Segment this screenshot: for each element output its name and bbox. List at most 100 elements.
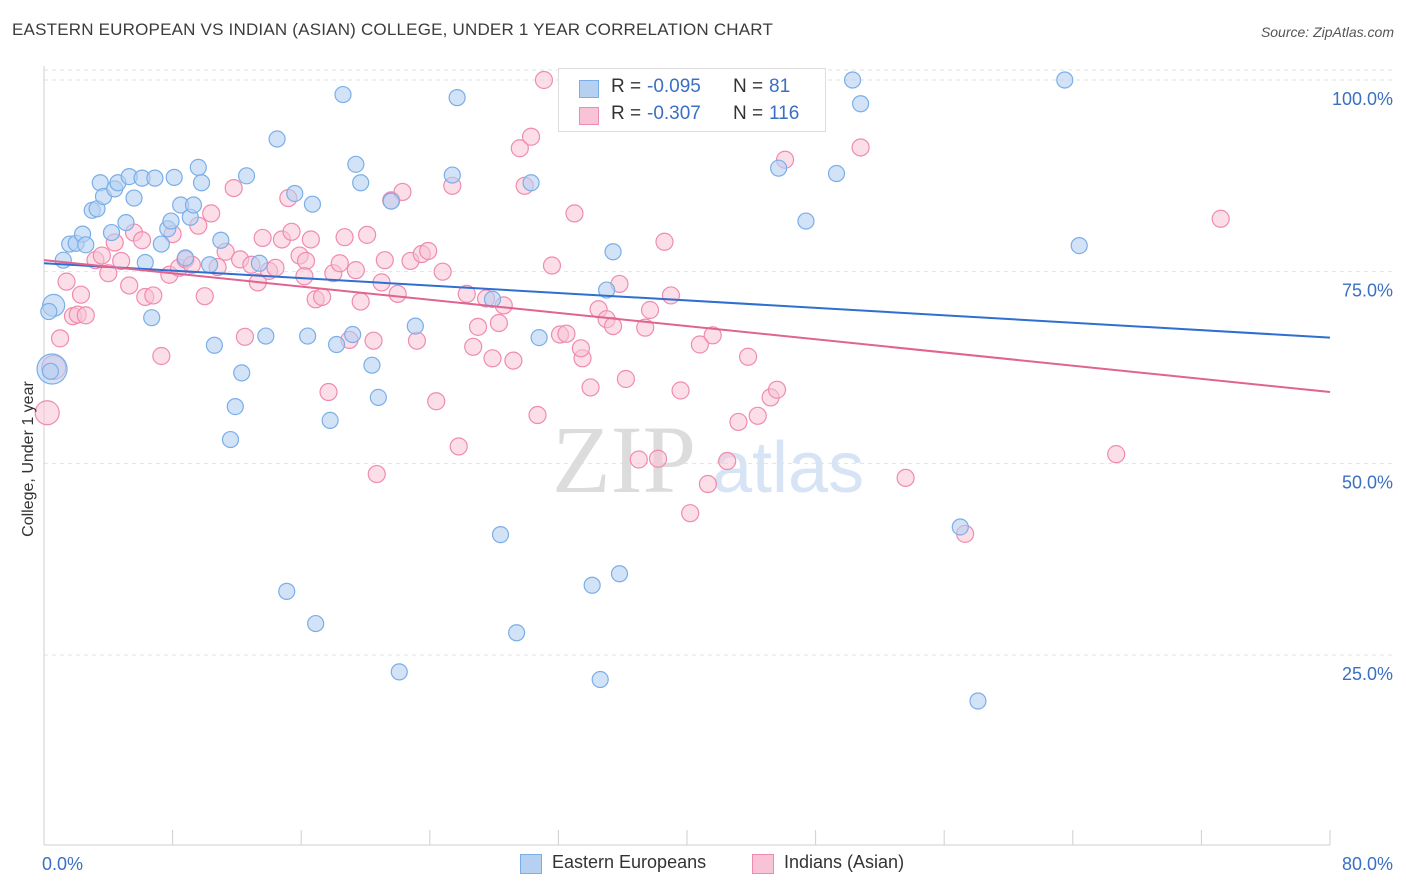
bottom-legend-label-indian: Indians (Asian)	[784, 852, 905, 872]
y-tick-label: 100.0%	[1332, 89, 1393, 109]
eastern-point	[969, 692, 987, 710]
indian-point	[489, 313, 509, 333]
watermark-zip: ZIP	[552, 406, 696, 513]
eastern-point	[852, 95, 870, 113]
eastern-point	[176, 249, 195, 267]
x-tick-label: 80.0%	[1342, 854, 1393, 874]
indian-point	[330, 254, 349, 273]
indian-point	[542, 256, 562, 275]
eastern-point	[508, 624, 526, 642]
bottom-legend-swatch-indian	[752, 854, 774, 874]
indian-point	[301, 230, 320, 249]
eastern-point	[233, 364, 251, 382]
indian-point	[112, 251, 131, 271]
indian-point	[581, 378, 600, 397]
watermark: ZIP atlas	[552, 406, 864, 513]
indian-point	[571, 339, 591, 358]
eastern-point	[483, 290, 502, 308]
indian-point	[464, 337, 483, 356]
bottom-legend-swatch-eastern	[520, 854, 542, 874]
indian-point	[748, 406, 767, 425]
eastern-point	[347, 155, 365, 173]
indian-point	[266, 258, 285, 277]
eastern-point	[152, 235, 170, 253]
indian-point	[295, 267, 314, 286]
indian-point	[703, 326, 722, 345]
indian-point	[351, 292, 370, 311]
eastern-point	[146, 169, 164, 187]
eastern-point	[250, 254, 269, 272]
eastern-point	[200, 256, 219, 274]
eastern-point	[390, 663, 408, 681]
eastern-point	[352, 174, 370, 192]
eastern-point	[530, 329, 548, 347]
x-tick-label: 0.0%	[42, 854, 83, 874]
indian-point	[510, 139, 529, 158]
indian-point	[346, 261, 365, 280]
indian-point	[367, 464, 386, 484]
eastern-point	[205, 336, 223, 354]
indian-point	[34, 400, 60, 426]
indian-point	[557, 324, 576, 343]
eastern-point	[257, 327, 275, 345]
indian-point	[681, 504, 700, 523]
indian-point	[319, 382, 338, 402]
indian-point	[671, 381, 690, 400]
indian-point	[71, 285, 91, 304]
eastern-point	[117, 214, 135, 232]
eastern-point	[221, 430, 240, 449]
indian-point	[144, 286, 163, 305]
indian-point	[616, 369, 636, 389]
eastern-point	[583, 576, 601, 594]
indian-point	[449, 437, 468, 456]
indian-point	[1211, 209, 1230, 228]
indian-point	[433, 262, 452, 281]
indian-point	[224, 179, 243, 198]
indian-point	[312, 287, 332, 307]
legend-n-value-eastern: 81	[769, 76, 791, 97]
indian-point	[76, 306, 95, 325]
indian-point	[640, 300, 660, 320]
legend-n-label: N =	[733, 103, 764, 124]
eastern-point	[299, 327, 317, 345]
eastern-point	[237, 167, 256, 185]
indian-point	[358, 225, 377, 244]
eastern-point	[1070, 237, 1088, 255]
indian-point	[388, 284, 407, 303]
indian-point	[296, 251, 316, 271]
eastern-point	[770, 159, 788, 177]
indian-point	[235, 327, 255, 346]
indian-point	[99, 264, 118, 283]
indian-point	[57, 272, 76, 291]
eastern-point	[443, 166, 461, 184]
trend-lines	[43, 259, 1331, 394]
legend-r-value-eastern: -0.095	[647, 76, 701, 97]
eastern-point	[54, 251, 72, 269]
eastern-point	[797, 212, 815, 230]
eastern-point	[268, 130, 286, 148]
legend-swatch-indian	[579, 107, 599, 125]
eastern-point	[610, 565, 629, 583]
indian-point	[375, 251, 394, 270]
eastern-point	[184, 196, 203, 214]
y-tick-label: 50.0%	[1342, 472, 1393, 492]
eastern-point	[382, 192, 400, 210]
watermark-atlas: atlas	[712, 428, 864, 508]
indian-point	[718, 451, 737, 471]
indian-point	[50, 329, 70, 348]
eastern-point	[1056, 71, 1074, 89]
indian-point	[407, 331, 427, 350]
eastern-point	[522, 174, 540, 192]
eastern-point	[303, 195, 322, 213]
indian-point	[648, 449, 668, 468]
eastern-point	[278, 582, 296, 600]
source-label: Source: ZipAtlas.com	[1260, 24, 1394, 40]
indian-point	[521, 127, 541, 146]
axes	[43, 66, 1331, 846]
indian-point	[419, 241, 438, 261]
eastern-point	[951, 518, 969, 536]
indian-point	[195, 287, 214, 306]
indian-point	[565, 204, 584, 223]
indian-point	[729, 412, 748, 432]
eastern-point	[363, 356, 381, 374]
